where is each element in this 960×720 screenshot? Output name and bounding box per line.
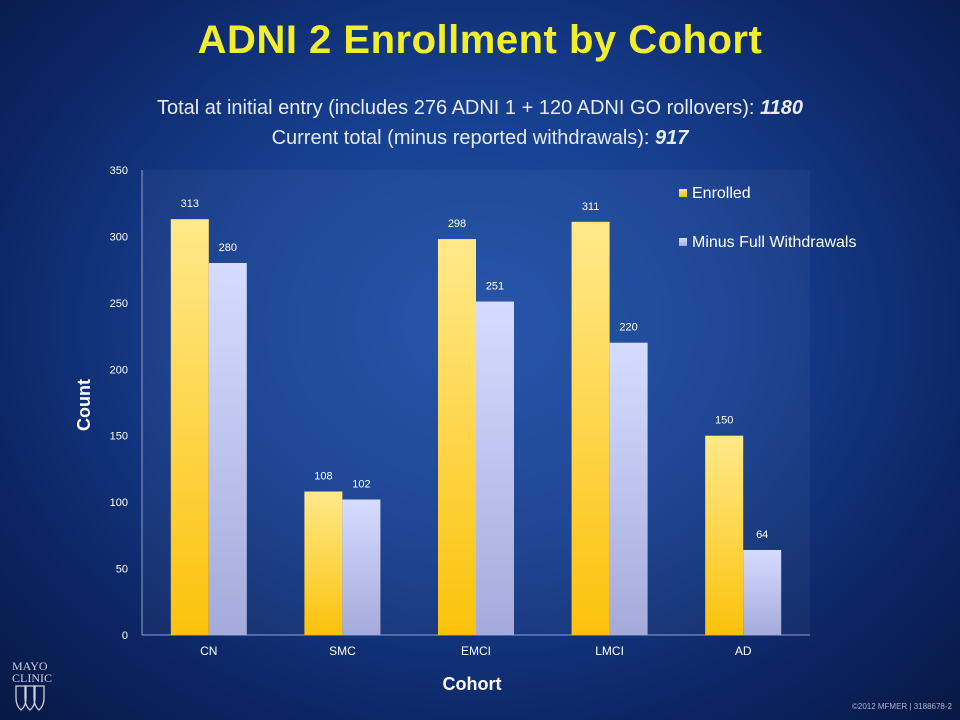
x-tick-label-smc: SMC (329, 644, 356, 658)
subtitle-initial-entry-value: 1180 (760, 97, 804, 119)
data-label-enrolled-cn: 313 (181, 198, 199, 210)
x-tick-label-cn: CN (200, 644, 217, 658)
data-label-minus-withdrawals-emci: 251 (486, 281, 504, 293)
y-tick-label-50: 50 (116, 564, 128, 576)
x-tick-label-emci: EMCI (461, 644, 491, 658)
slide-title: ADNI 2 Enrollment by Cohort (197, 18, 763, 62)
legend-swatch-enrolled (679, 189, 687, 197)
data-label-minus-withdrawals-ad: 64 (756, 529, 768, 541)
mayo-shield-icon (15, 685, 45, 711)
subtitle-initial-entry: Total at initial entry (includes 276 ADN… (0, 97, 960, 120)
bar-minus-withdrawals-emci (476, 301, 514, 635)
bar-enrolled-smc (304, 491, 343, 635)
mayo-clinic-logo: MAYO CLINIC (12, 660, 52, 714)
bar-enrolled-cn (170, 219, 209, 635)
data-label-minus-withdrawals-lmci: 220 (619, 322, 637, 334)
y-tick-label-0: 0 (122, 630, 128, 642)
y-tick-label-350: 350 (110, 165, 128, 177)
bar-minus-withdrawals-smc (342, 499, 381, 635)
subtitle-current-total-value: 917 (655, 127, 689, 149)
x-axis-label: Cohort (443, 674, 502, 694)
x-tick-label-ad: AD (735, 644, 752, 658)
subtitle-initial-entry-text: Total at initial entry (includes 276 ADN… (156, 97, 755, 119)
bar-enrolled-emci (438, 239, 476, 636)
logo-line-mayo: MAYO (12, 659, 48, 673)
y-axis-label: Count (74, 379, 94, 431)
y-tick-label-200: 200 (110, 364, 128, 376)
logo-line-clinic: CLINIC (12, 671, 52, 685)
bar-minus-withdrawals-ad (743, 549, 782, 635)
subtitle-current-total-text: Current total (minus reported withdrawal… (271, 127, 650, 149)
data-label-enrolled-smc: 108 (314, 471, 332, 483)
x-tick-label-lmci: LMCI (595, 644, 624, 658)
bar-enrolled-lmci (571, 221, 610, 636)
y-tick-label-100: 100 (110, 497, 128, 509)
y-tick-label-300: 300 (110, 231, 128, 243)
data-label-minus-withdrawals-smc: 102 (352, 478, 370, 490)
subtitle-current-total: Current total (minus reported withdrawal… (0, 127, 960, 150)
legend-label-minus-withdrawals: Minus Full Withdrawals (692, 234, 856, 251)
data-label-enrolled-emci: 298 (448, 218, 466, 230)
data-label-enrolled-ad: 150 (715, 415, 733, 427)
y-tick-label-250: 250 (110, 298, 128, 310)
legend-label-enrolled: Enrolled (692, 185, 751, 202)
bar-minus-withdrawals-lmci (609, 342, 648, 635)
data-label-enrolled-lmci: 311 (582, 201, 600, 213)
y-tick-label-150: 150 (110, 431, 128, 443)
legend-swatch-minus-withdrawals (679, 238, 687, 246)
bar-enrolled-ad (705, 435, 744, 635)
bar-minus-withdrawals-cn (208, 263, 247, 635)
data-label-minus-withdrawals-cn: 280 (219, 242, 237, 254)
footer-copyright: ©2012 MFMER | 3188678-2 (851, 702, 952, 711)
